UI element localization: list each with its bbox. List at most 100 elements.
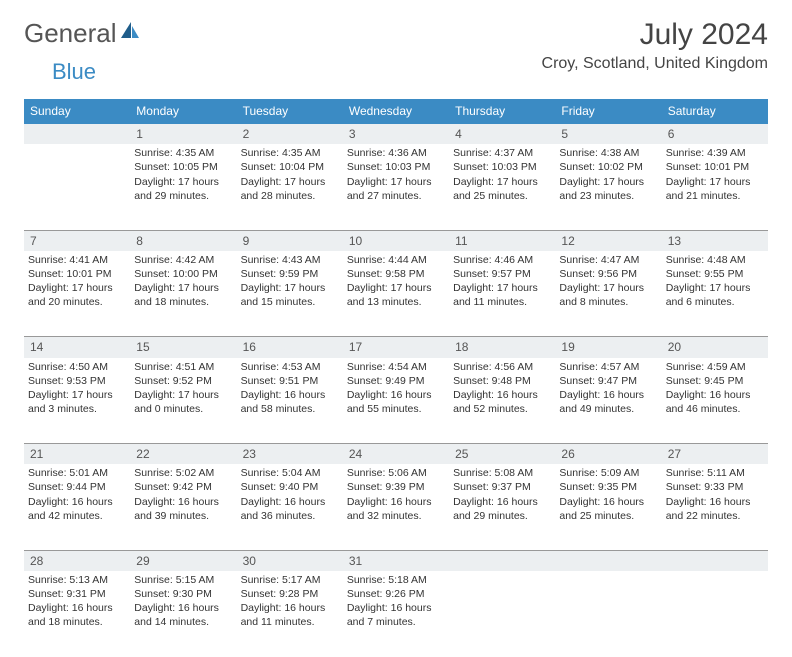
daylight-text: Daylight: 17 hours xyxy=(28,388,126,402)
day-content-cell: Sunrise: 5:13 AMSunset: 9:31 PMDaylight:… xyxy=(24,571,130,657)
sunrise-text: Sunrise: 5:04 AM xyxy=(241,466,339,480)
daylight-text: and 36 minutes. xyxy=(241,509,339,523)
day-number-cell: 29 xyxy=(130,550,236,571)
daylight-text: Daylight: 17 hours xyxy=(241,175,339,189)
sunset-text: Sunset: 9:52 PM xyxy=(134,374,232,388)
daylight-text: and 28 minutes. xyxy=(241,189,339,203)
daylight-text: Daylight: 16 hours xyxy=(28,495,126,509)
sunrise-text: Sunrise: 4:59 AM xyxy=(666,360,764,374)
sunrise-text: Sunrise: 4:46 AM xyxy=(453,253,551,267)
daylight-text: and 29 minutes. xyxy=(134,189,232,203)
day-number-cell: 11 xyxy=(449,230,555,251)
day-number-cell: 12 xyxy=(555,230,661,251)
day-content-cell: Sunrise: 4:48 AMSunset: 9:55 PMDaylight:… xyxy=(662,251,768,337)
day-number-cell: 6 xyxy=(662,124,768,145)
sunset-text: Sunset: 10:01 PM xyxy=(666,160,764,174)
day-content-cell: Sunrise: 4:36 AMSunset: 10:03 PMDaylight… xyxy=(343,144,449,230)
daylight-text: Daylight: 16 hours xyxy=(453,495,551,509)
daylight-text: and 0 minutes. xyxy=(134,402,232,416)
daylight-text: Daylight: 17 hours xyxy=(241,281,339,295)
content-row: Sunrise: 4:50 AMSunset: 9:53 PMDaylight:… xyxy=(24,358,768,444)
brand-name-gray: General xyxy=(24,18,117,49)
daylight-text: and 42 minutes. xyxy=(28,509,126,523)
daylight-text: Daylight: 17 hours xyxy=(559,175,657,189)
sail-icon xyxy=(119,20,141,47)
daynum-row: 21222324252627 xyxy=(24,444,768,465)
daylight-text: Daylight: 17 hours xyxy=(347,175,445,189)
sunset-text: Sunset: 9:26 PM xyxy=(347,587,445,601)
daylight-text: and 32 minutes. xyxy=(347,509,445,523)
sunset-text: Sunset: 9:55 PM xyxy=(666,267,764,281)
daylight-text: and 22 minutes. xyxy=(666,509,764,523)
sunrise-text: Sunrise: 5:15 AM xyxy=(134,573,232,587)
day-number-cell xyxy=(24,124,130,145)
daylight-text: Daylight: 17 hours xyxy=(666,281,764,295)
daylight-text: Daylight: 16 hours xyxy=(453,388,551,402)
sunrise-text: Sunrise: 5:02 AM xyxy=(134,466,232,480)
sunset-text: Sunset: 10:02 PM xyxy=(559,160,657,174)
daylight-text: and 25 minutes. xyxy=(453,189,551,203)
day-number-cell: 9 xyxy=(237,230,343,251)
day-number-cell: 7 xyxy=(24,230,130,251)
sunrise-text: Sunrise: 5:09 AM xyxy=(559,466,657,480)
sunrise-text: Sunrise: 4:54 AM xyxy=(347,360,445,374)
sunrise-text: Sunrise: 5:17 AM xyxy=(241,573,339,587)
day-content-cell: Sunrise: 5:18 AMSunset: 9:26 PMDaylight:… xyxy=(343,571,449,657)
day-content-cell: Sunrise: 5:11 AMSunset: 9:33 PMDaylight:… xyxy=(662,464,768,550)
day-content-cell xyxy=(449,571,555,657)
sunset-text: Sunset: 10:05 PM xyxy=(134,160,232,174)
day-number-cell: 20 xyxy=(662,337,768,358)
daylight-text: and 52 minutes. xyxy=(453,402,551,416)
day-header: Friday xyxy=(555,99,661,124)
day-content-cell: Sunrise: 4:46 AMSunset: 9:57 PMDaylight:… xyxy=(449,251,555,337)
daylight-text: Daylight: 16 hours xyxy=(241,388,339,402)
daynum-row: 28293031 xyxy=(24,550,768,571)
sunrise-text: Sunrise: 4:37 AM xyxy=(453,146,551,160)
sunset-text: Sunset: 10:03 PM xyxy=(347,160,445,174)
daylight-text: and 58 minutes. xyxy=(241,402,339,416)
sunrise-text: Sunrise: 4:43 AM xyxy=(241,253,339,267)
daylight-text: and 18 minutes. xyxy=(28,615,126,629)
content-row: Sunrise: 5:01 AMSunset: 9:44 PMDaylight:… xyxy=(24,464,768,550)
day-content-cell: Sunrise: 4:56 AMSunset: 9:48 PMDaylight:… xyxy=(449,358,555,444)
sunrise-text: Sunrise: 5:01 AM xyxy=(28,466,126,480)
day-content-cell: Sunrise: 4:42 AMSunset: 10:00 PMDaylight… xyxy=(130,251,236,337)
day-content-cell: Sunrise: 4:39 AMSunset: 10:01 PMDaylight… xyxy=(662,144,768,230)
sunrise-text: Sunrise: 4:36 AM xyxy=(347,146,445,160)
day-number-cell: 27 xyxy=(662,444,768,465)
sunrise-text: Sunrise: 5:06 AM xyxy=(347,466,445,480)
title-block: July 2024 Croy, Scotland, United Kingdom xyxy=(542,18,768,73)
daylight-text: Daylight: 17 hours xyxy=(134,175,232,189)
sunrise-text: Sunrise: 4:53 AM xyxy=(241,360,339,374)
day-header: Sunday xyxy=(24,99,130,124)
day-number-cell: 15 xyxy=(130,337,236,358)
daylight-text: Daylight: 16 hours xyxy=(559,495,657,509)
day-header: Thursday xyxy=(449,99,555,124)
daylight-text: and 49 minutes. xyxy=(559,402,657,416)
day-header: Saturday xyxy=(662,99,768,124)
daynum-row: 14151617181920 xyxy=(24,337,768,358)
brand-name-blue: Blue xyxy=(52,59,96,84)
day-number-cell: 19 xyxy=(555,337,661,358)
day-number-cell: 31 xyxy=(343,550,449,571)
sunset-text: Sunset: 9:58 PM xyxy=(347,267,445,281)
calendar-table: Sunday Monday Tuesday Wednesday Thursday… xyxy=(24,99,768,657)
day-content-cell: Sunrise: 5:15 AMSunset: 9:30 PMDaylight:… xyxy=(130,571,236,657)
day-content-cell: Sunrise: 4:38 AMSunset: 10:02 PMDaylight… xyxy=(555,144,661,230)
sunset-text: Sunset: 9:47 PM xyxy=(559,374,657,388)
daynum-row: 123456 xyxy=(24,124,768,145)
daylight-text: Daylight: 16 hours xyxy=(559,388,657,402)
sunrise-text: Sunrise: 4:44 AM xyxy=(347,253,445,267)
day-number-cell: 26 xyxy=(555,444,661,465)
sunset-text: Sunset: 9:45 PM xyxy=(666,374,764,388)
day-header: Tuesday xyxy=(237,99,343,124)
day-content-cell: Sunrise: 4:35 AMSunset: 10:05 PMDaylight… xyxy=(130,144,236,230)
day-content-cell: Sunrise: 4:54 AMSunset: 9:49 PMDaylight:… xyxy=(343,358,449,444)
sunset-text: Sunset: 9:49 PM xyxy=(347,374,445,388)
sunset-text: Sunset: 9:33 PM xyxy=(666,480,764,494)
daylight-text: and 18 minutes. xyxy=(134,295,232,309)
day-number-cell: 10 xyxy=(343,230,449,251)
sunset-text: Sunset: 9:53 PM xyxy=(28,374,126,388)
sunset-text: Sunset: 9:31 PM xyxy=(28,587,126,601)
sunrise-text: Sunrise: 4:35 AM xyxy=(241,146,339,160)
